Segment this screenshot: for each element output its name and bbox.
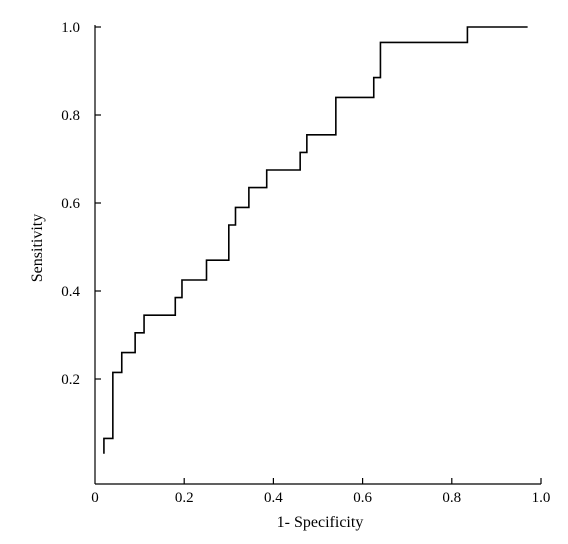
tick-labels: 0 0.2 0.4 0.6 0.8 1.0 0.2 0.4 0.6 0.8 1.0: [61, 20, 550, 506]
x-tick-label: 0: [91, 490, 99, 506]
series-layer: [103, 26, 528, 454]
x-tick-label: 0.8: [442, 490, 461, 506]
x-tick-label: 1.0: [532, 490, 551, 506]
axes: [94, 25, 542, 485]
y-axis-title: Sensitivity: [29, 214, 46, 282]
y-tick-label: 0.8: [61, 108, 80, 124]
y-tick-label: 1.0: [61, 20, 80, 36]
x-tick-label: 0.2: [175, 490, 194, 506]
y-tick-label: 0.6: [61, 196, 80, 212]
y-tick-label: 0.4: [61, 284, 80, 300]
x-axis-title: 1- Specificity: [277, 514, 364, 531]
x-tick-label: 0.6: [353, 490, 372, 506]
roc-curve: [103, 26, 528, 454]
x-tick-label: 0.4: [264, 490, 283, 506]
y-tick-label: 0.2: [61, 372, 80, 388]
